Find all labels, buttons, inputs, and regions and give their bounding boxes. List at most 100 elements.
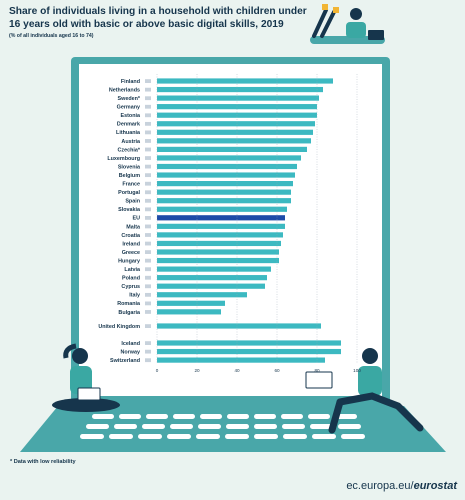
- flag-icon: [145, 258, 151, 263]
- flag-icon: [145, 173, 151, 178]
- keyboard-key: [312, 434, 336, 439]
- bar-romania: [157, 300, 225, 306]
- bar-bulgaria: [157, 309, 221, 315]
- flag-icon: [145, 292, 151, 297]
- x-tick-label: 40: [234, 368, 240, 373]
- keyboard-key: [338, 424, 361, 429]
- flag-icon: [145, 130, 151, 135]
- category-label: Norway: [121, 349, 140, 355]
- category-label: Poland: [122, 276, 140, 282]
- flag-icon: [145, 198, 151, 203]
- category-label: Ireland: [122, 241, 140, 247]
- keyboard-key: [80, 434, 104, 439]
- keyboard-key: [200, 414, 222, 419]
- keyboard-key: [146, 414, 168, 419]
- bar-malta: [157, 223, 285, 229]
- bar-norway: [157, 348, 341, 355]
- bar-ireland: [157, 240, 281, 247]
- flag-icon: [145, 156, 151, 160]
- bar-lithuania: [157, 129, 313, 135]
- flag-icon: [145, 324, 151, 328]
- bar-latvia: [157, 266, 271, 272]
- flag-icon: [145, 233, 151, 237]
- category-label: Spain: [125, 199, 140, 205]
- bar-belgium: [157, 172, 295, 178]
- category-label: Portugal: [118, 190, 140, 196]
- person-sitting-right-illustration: [305, 348, 424, 434]
- category-label: Croatia: [121, 233, 141, 239]
- category-label: Greece: [122, 250, 140, 256]
- x-tick-label: 60: [274, 368, 280, 373]
- person-on-laptop-top-illustration: [310, 4, 385, 44]
- bar-slovenia: [157, 163, 297, 170]
- keyboard-key: [254, 414, 276, 419]
- flag-icon: [145, 190, 151, 195]
- chart-title: Share of individuals living in a househo…: [9, 6, 307, 30]
- x-tick-label: 100: [353, 368, 361, 373]
- bar-iceland: [157, 340, 341, 346]
- category-label: Bulgaria: [118, 310, 141, 316]
- category-label: Italy: [129, 293, 140, 299]
- flag-icon: [145, 113, 151, 118]
- url-brand: eurostat: [413, 480, 457, 492]
- bar-united-kingdom: [157, 323, 321, 329]
- keyboard-key: [196, 434, 220, 439]
- keyboard-key: [283, 434, 307, 439]
- flag-icon: [145, 181, 151, 186]
- bar-switzerland: [157, 357, 325, 363]
- keyboard-key: [173, 414, 195, 419]
- flag-icon: [145, 121, 151, 126]
- category-label: Estonia: [121, 113, 141, 119]
- bar-luxembourg: [157, 155, 301, 161]
- bar-croatia: [157, 232, 283, 238]
- bar-austria: [157, 138, 311, 144]
- x-tick-label: 20: [194, 368, 200, 373]
- bar-greece: [157, 249, 279, 255]
- category-label: Denmark: [117, 122, 140, 128]
- chart-area: Finland Netherlands Sweden* Germany Estonia D…: [98, 74, 361, 373]
- category-label: France: [122, 182, 140, 188]
- keyboard-key: [335, 414, 357, 419]
- category-label: Latvia: [124, 267, 141, 273]
- category-label: Slovenia: [118, 164, 141, 170]
- category-label: Hungary: [118, 258, 140, 264]
- flag-icon: [145, 224, 151, 229]
- category-label: Romania: [117, 301, 141, 307]
- keyboard-key: [167, 434, 191, 439]
- bar-finland: [157, 78, 333, 84]
- keyboard-key: [119, 414, 141, 419]
- category-label: Sweden*: [118, 96, 141, 102]
- keyboard-key: [254, 434, 278, 439]
- keyboard-key: [308, 414, 330, 419]
- flag-icon: [145, 358, 151, 363]
- category-label: EU: [133, 216, 141, 222]
- flag-icon: [145, 147, 151, 152]
- keyboard-key: [198, 424, 221, 429]
- flag-icon: [145, 250, 151, 254]
- keyboard: [80, 414, 365, 439]
- keyboard-key: [310, 424, 333, 429]
- bar-denmark: [157, 121, 315, 127]
- flag-icon: [145, 207, 151, 212]
- bar-estonia: [157, 112, 317, 118]
- category-label: Switzerland: [110, 358, 140, 364]
- bar-spain: [157, 198, 291, 204]
- bar-italy: [157, 292, 247, 298]
- keyboard-key: [341, 434, 365, 439]
- flag-icon: [145, 104, 151, 109]
- category-label: Germany: [117, 105, 140, 111]
- flag-icon: [145, 139, 151, 143]
- bar-hungary: [157, 257, 279, 264]
- source-url[interactable]: ec.europa.eu/eurostat: [346, 480, 457, 492]
- flag-icon: [145, 164, 151, 169]
- bar-netherlands: [157, 86, 323, 93]
- bar-eu: [157, 215, 285, 221]
- url-prefix: ec.europa.eu/: [346, 480, 414, 492]
- bar-poland: [157, 275, 267, 281]
- category-label: Iceland: [121, 341, 140, 347]
- chart-subtitle: (% of all individuals aged 16 to 74): [9, 33, 94, 39]
- category-label: Lithuania: [116, 130, 141, 136]
- category-label: Finland: [121, 79, 140, 85]
- category-label: Austria: [121, 139, 141, 145]
